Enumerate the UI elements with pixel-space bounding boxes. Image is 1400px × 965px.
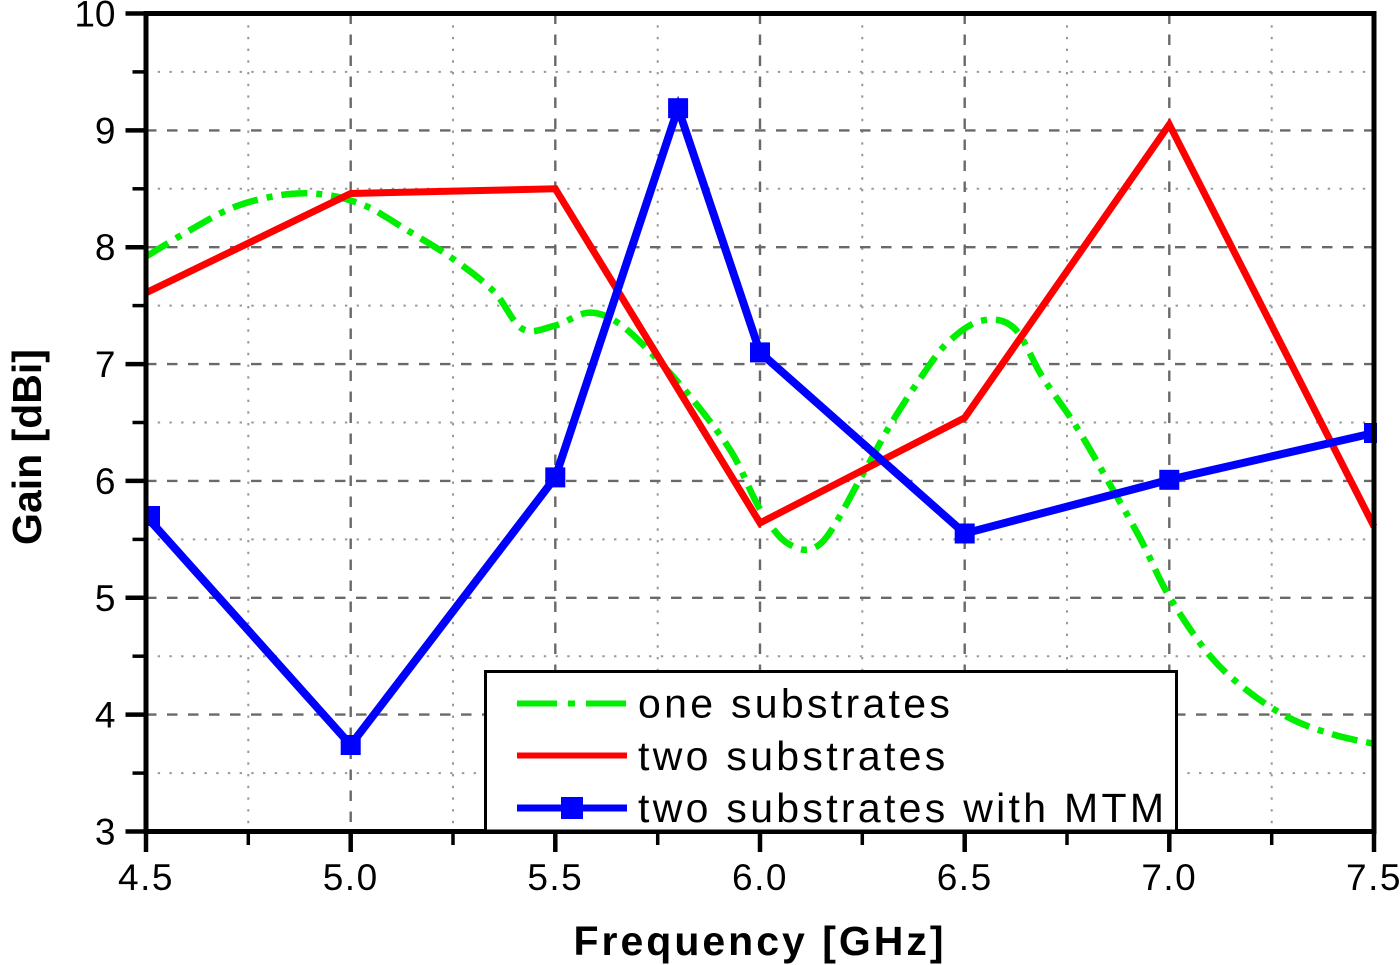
- svg-text:4: 4: [95, 695, 116, 736]
- svg-text:5.5: 5.5: [527, 857, 583, 898]
- svg-text:one substrates: one substrates: [638, 681, 953, 727]
- svg-text:6: 6: [95, 461, 116, 502]
- svg-text:8: 8: [95, 227, 116, 268]
- svg-text:3: 3: [95, 812, 116, 853]
- svg-text:10: 10: [74, 0, 115, 35]
- svg-text:4.5: 4.5: [118, 857, 174, 898]
- svg-text:7: 7: [95, 344, 116, 385]
- svg-text:9: 9: [95, 110, 116, 151]
- svg-text:6.5: 6.5: [937, 857, 993, 898]
- svg-text:5.0: 5.0: [323, 857, 379, 898]
- svg-text:two substrates: two substrates: [638, 733, 949, 779]
- svg-text:two substrates with MTM: two substrates with MTM: [638, 785, 1167, 831]
- svg-text:Gain [dBi]: Gain [dBi]: [4, 349, 50, 545]
- svg-text:6.0: 6.0: [732, 857, 788, 898]
- svg-text:7.0: 7.0: [1141, 857, 1197, 898]
- svg-text:Frequency [GHz]: Frequency [GHz]: [573, 918, 946, 964]
- svg-text:7.5: 7.5: [1346, 857, 1400, 898]
- svg-text:5: 5: [95, 578, 116, 619]
